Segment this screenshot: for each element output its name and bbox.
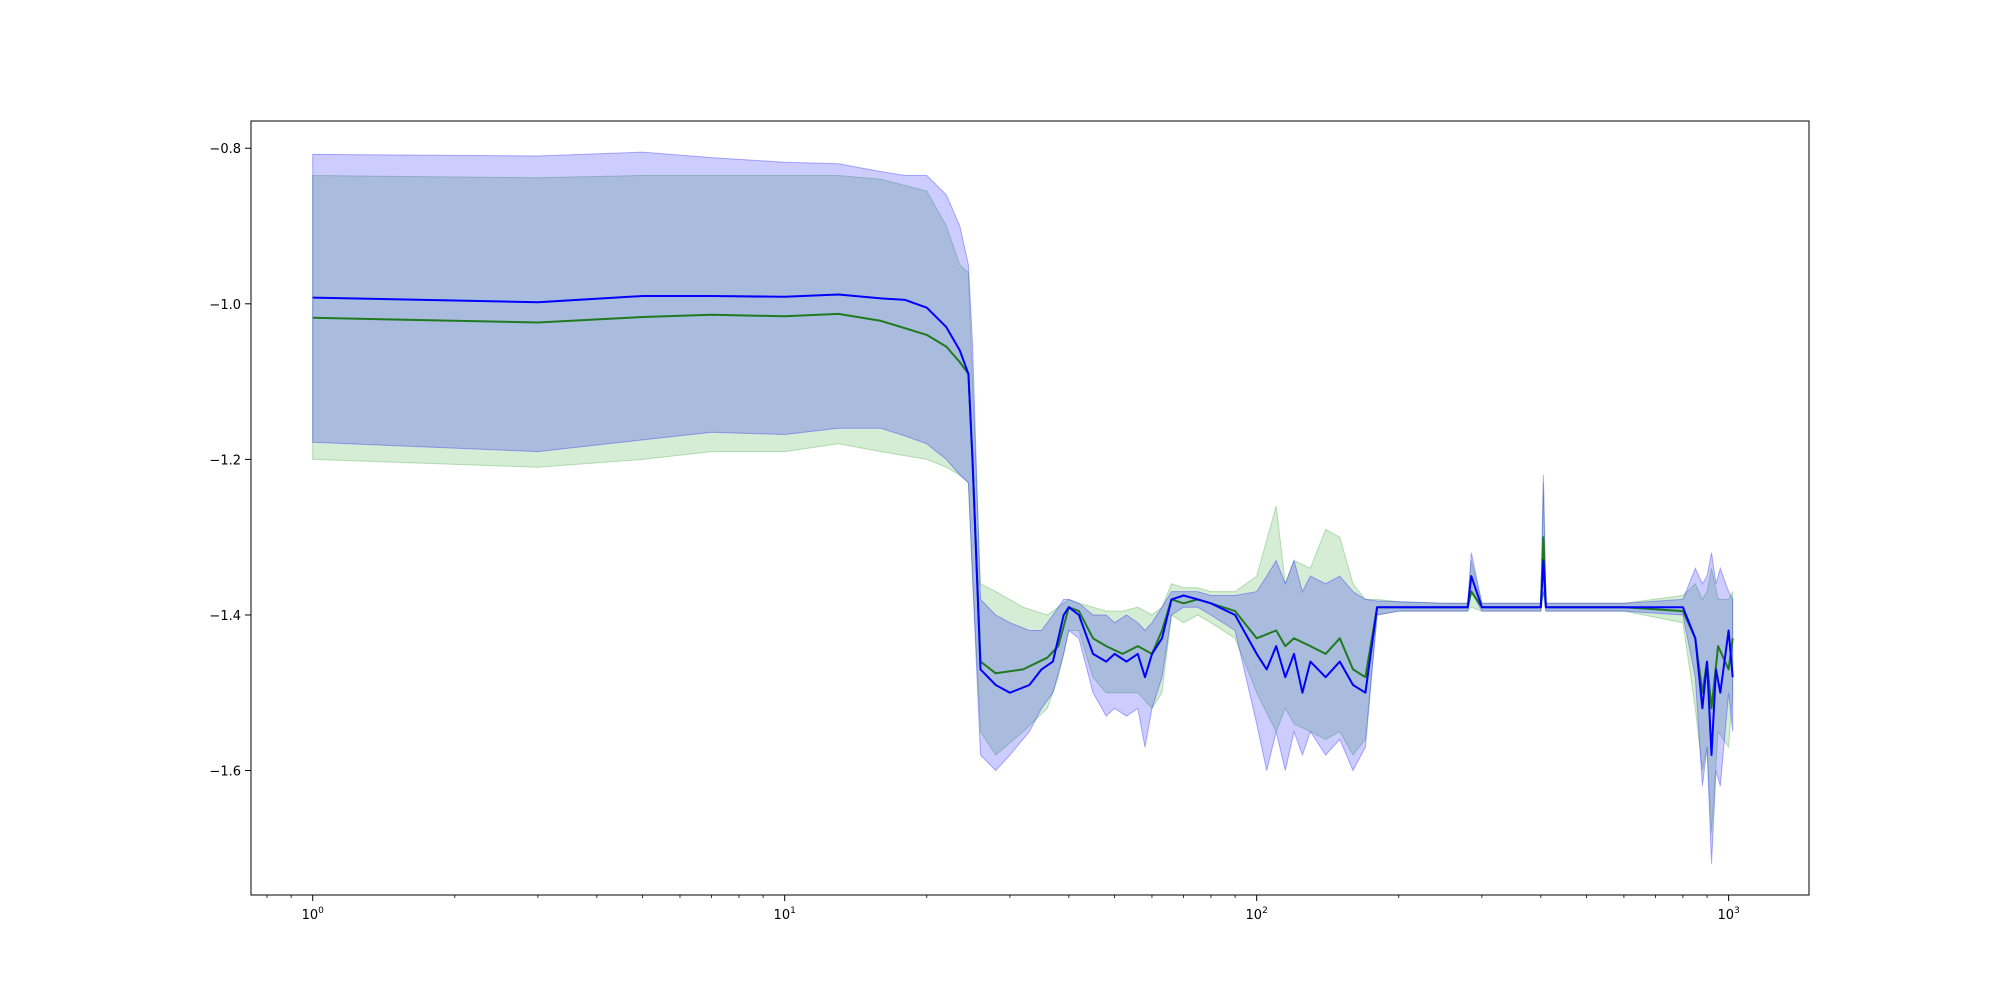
band-series-1 — [312, 174, 1734, 833]
y-tick-label: −1.0 — [209, 298, 241, 313]
series-lines — [312, 293, 1734, 756]
y-tick-label: −0.8 — [209, 142, 241, 157]
x-axis: 100 101 102 103 — [266, 895, 1740, 923]
y-tick-label: −1.4 — [209, 609, 241, 624]
x-tick-label: 103 — [1718, 906, 1740, 923]
y-axis: −0.8 −1.0 −1.2 −1.4 −1.6 — [209, 142, 251, 780]
line-series-2 — [312, 293, 1734, 756]
x-tick-label: 100 — [302, 906, 325, 923]
x-tick-label: 102 — [1246, 906, 1268, 923]
x-tick-label: 101 — [774, 906, 796, 923]
confidence-bands — [312, 151, 1734, 864]
y-tick-label: −1.6 — [209, 765, 241, 780]
y-tick-label: −1.2 — [209, 453, 241, 468]
band-series-2 — [312, 151, 1734, 864]
plot-frame — [250, 120, 1810, 896]
